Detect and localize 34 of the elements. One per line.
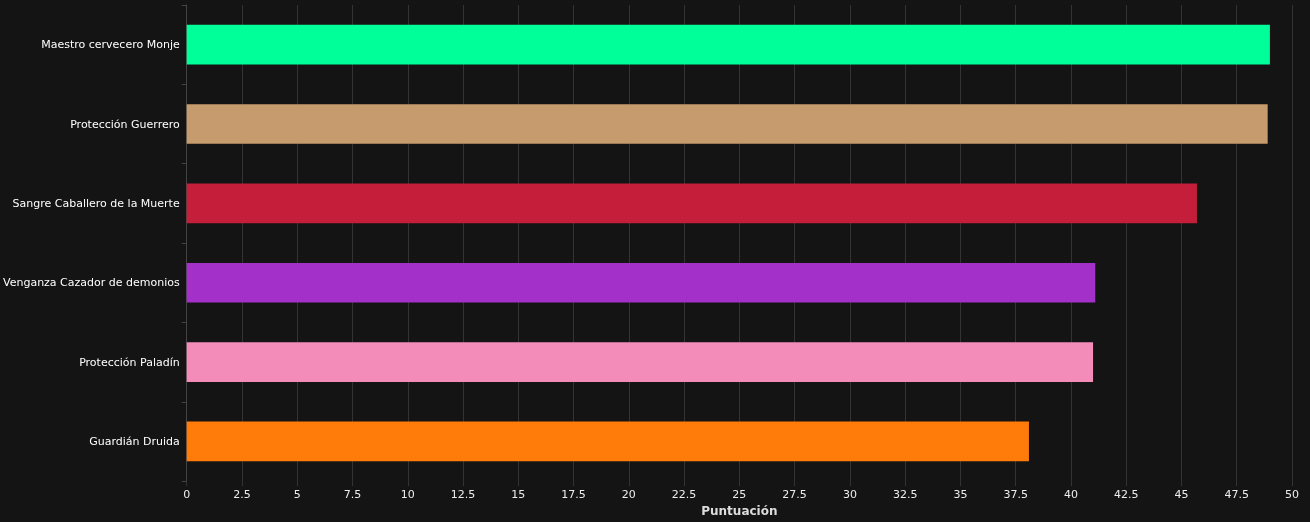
bar — [186, 342, 1094, 382]
x-tick-label: 7.5 — [343, 488, 362, 502]
bar — [186, 421, 1029, 462]
x-tick-label: 30 — [842, 488, 857, 502]
x-tick-label: 32.5 — [892, 488, 918, 502]
x-tick-label: 22.5 — [671, 488, 697, 502]
y-tick-label: Protección Guerrero — [70, 117, 180, 131]
x-tick-label: 15 — [511, 488, 526, 502]
x-tick-label: 0 — [183, 488, 191, 502]
x-tick-label: 42.5 — [1113, 488, 1139, 502]
x-tick-label: 12.5 — [450, 488, 476, 502]
x-axis-title: Puntuación — [701, 504, 778, 518]
x-tick-label: 5 — [293, 488, 301, 502]
x-tick-label: 25 — [732, 488, 747, 502]
y-tick-label: Maestro cervecero Monje — [41, 38, 180, 52]
y-tick-label: Sangre Caballero de la Muerte — [12, 196, 180, 210]
bar — [186, 104, 1268, 144]
x-tick-label: 10 — [400, 488, 415, 502]
x-tick-label: 20 — [621, 488, 636, 502]
y-tick-label: Guardián Druida — [89, 434, 180, 448]
x-tick-label: 35 — [953, 488, 968, 502]
x-tick-label: 17.5 — [561, 488, 586, 502]
bar — [186, 24, 1270, 65]
x-tick-label: 40 — [1063, 488, 1078, 502]
x-tick-label: 47.5 — [1224, 488, 1249, 502]
y-tick-label: Protección Paladín — [79, 355, 180, 369]
x-tick-label: 2.5 — [233, 488, 251, 502]
x-tick-label: 50 — [1285, 488, 1299, 502]
y-tick-label: Venganza Cazador de demonios — [3, 276, 180, 290]
bar — [186, 183, 1197, 224]
x-tick-label: 27.5 — [782, 488, 807, 502]
x-tick-label: 37.5 — [1003, 488, 1028, 502]
x-tick-label: 45 — [1174, 488, 1189, 502]
bar — [186, 262, 1096, 303]
